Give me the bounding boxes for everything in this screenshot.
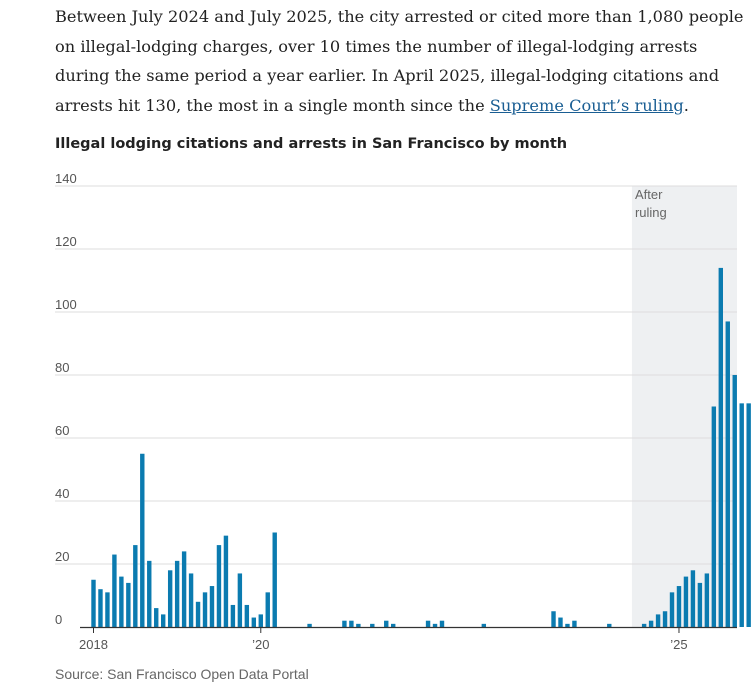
bar [237, 573, 243, 627]
bar [154, 608, 159, 627]
bar [91, 579, 96, 627]
y-tick-label: 120 [55, 234, 77, 249]
bar [195, 601, 201, 627]
bar [202, 592, 208, 627]
bar [425, 620, 431, 627]
bar [272, 532, 277, 627]
bar [147, 560, 152, 627]
bar [209, 586, 215, 627]
bar [265, 592, 270, 627]
bar [725, 321, 730, 627]
bar [342, 620, 347, 627]
bar [188, 573, 194, 627]
bar [133, 545, 138, 627]
bar [307, 623, 312, 627]
bar [181, 551, 187, 627]
bar [683, 576, 689, 627]
bar [711, 406, 717, 627]
bar [432, 623, 438, 627]
article-text: Between July 2024 and July 2025, the cit… [55, 7, 744, 115]
bar [161, 614, 166, 627]
x-tick-label: ’25 [670, 637, 687, 652]
bar [439, 620, 445, 627]
annotation-label: After [635, 187, 663, 202]
bar [662, 611, 668, 627]
bar [223, 535, 229, 627]
bar [105, 592, 110, 627]
supreme-court-ruling-link[interactable]: Supreme Court’s ruling [489, 95, 684, 115]
bar [669, 592, 675, 627]
source-note: Source: San Francisco Open Data Portal [55, 666, 309, 682]
bar [676, 586, 682, 627]
y-tick-label: 80 [55, 360, 69, 375]
article-text-end: . [683, 95, 689, 115]
bar [718, 267, 723, 627]
bar [384, 620, 389, 627]
bar [370, 623, 375, 627]
bar [349, 620, 354, 627]
bar [481, 623, 487, 627]
bar [732, 375, 737, 627]
bar [558, 617, 563, 627]
chart-title: Illegal lodging citations and arrests in… [55, 136, 568, 152]
y-tick-label: 140 [55, 171, 77, 186]
bar [739, 403, 744, 627]
bar [572, 620, 577, 627]
bar [356, 623, 361, 627]
bar [174, 560, 180, 627]
bar [140, 453, 145, 627]
bar [690, 570, 696, 627]
bar [230, 604, 236, 627]
bar [697, 582, 703, 627]
bar [216, 545, 222, 627]
bar [126, 582, 131, 627]
bar [244, 604, 250, 627]
bar [607, 623, 612, 627]
article-paragraph: Between July 2024 and July 2025, the cit… [55, 2, 745, 120]
y-tick-label: 0 [55, 612, 62, 627]
bar [641, 623, 647, 627]
bar [98, 589, 103, 627]
bar [112, 554, 117, 627]
x-tick-label: ’20 [252, 637, 269, 652]
x-tick-label: 2018 [79, 637, 108, 652]
y-tick-label: 40 [55, 486, 69, 501]
y-tick-label: 100 [55, 297, 77, 312]
bar [648, 620, 654, 627]
bar [258, 614, 263, 627]
bar [119, 576, 124, 627]
bar [746, 403, 751, 627]
bar [551, 611, 556, 627]
bar [391, 623, 396, 627]
y-tick-label: 20 [55, 549, 69, 564]
bar [167, 570, 173, 627]
bar [655, 614, 661, 627]
bar [251, 617, 257, 627]
bar [565, 623, 570, 627]
bar [704, 573, 710, 627]
annotation-label: ruling [635, 205, 667, 220]
y-tick-label: 60 [55, 423, 69, 438]
